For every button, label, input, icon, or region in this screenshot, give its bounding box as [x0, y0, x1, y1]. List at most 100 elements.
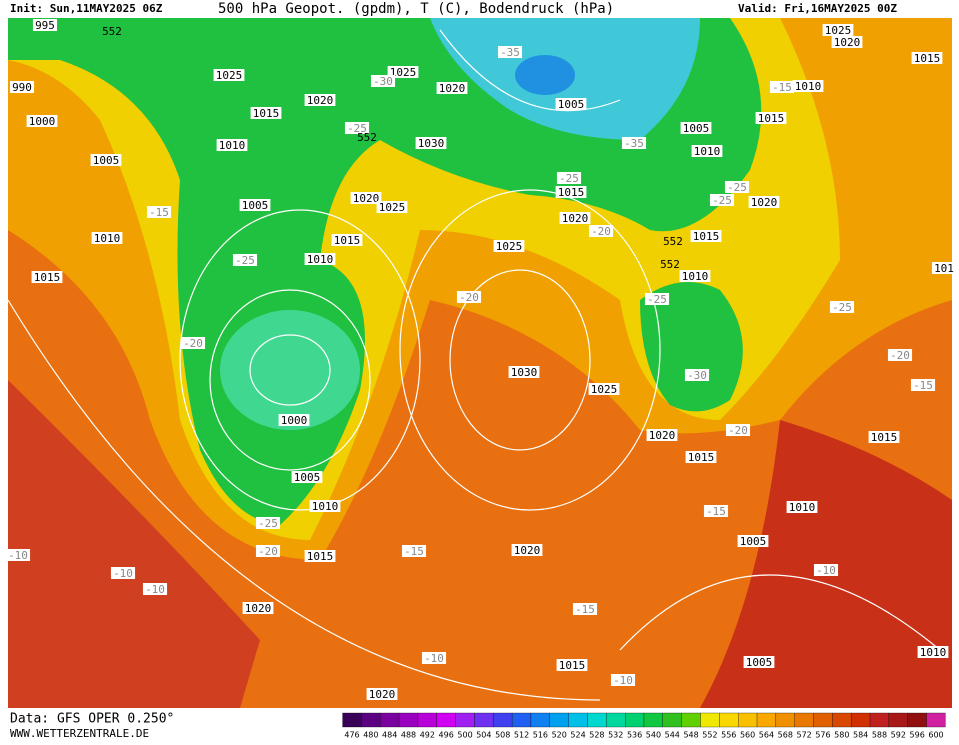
temperature-label-box	[910, 379, 936, 391]
temperature-label: -25	[258, 517, 278, 530]
temperature-label: -25	[712, 194, 732, 207]
site-credit: WWW.WETTERZENTRALE.DE	[10, 727, 149, 740]
temperature-label: -15	[706, 505, 726, 518]
pressure-label-box	[691, 145, 723, 157]
pressure-label: 1005	[740, 535, 767, 548]
colorbar-tick-label: 568	[778, 731, 793, 740]
pressure-label-box	[366, 688, 398, 700]
pressure-label-box	[646, 429, 678, 441]
pressure-label: 1020	[514, 544, 541, 557]
pressure-label-box	[556, 659, 588, 671]
colorbar-tick-label: 524	[570, 731, 585, 740]
temperature-label-box	[142, 583, 168, 595]
colorbar-swatch	[455, 712, 475, 728]
temperature-label-box	[255, 517, 281, 529]
geopotential-label: 552	[660, 258, 680, 271]
pressure-label: 1005	[558, 98, 585, 111]
colorbar-tick-label: 488	[401, 731, 416, 740]
colorbar-tick-label: 544	[665, 731, 680, 740]
colorbar-swatch	[568, 712, 588, 728]
colorbar-swatch	[587, 712, 607, 728]
temperature-label-box	[725, 424, 751, 436]
colorbar-swatch	[775, 712, 795, 728]
colorbar-swatch	[851, 712, 871, 728]
pressure-label: 1005	[294, 471, 321, 484]
temperature-label-box	[370, 75, 396, 87]
colorbar-tick-label: 500	[457, 731, 472, 740]
colorbar-tick-label: 564	[759, 731, 774, 740]
pressure-label-box	[588, 383, 620, 395]
colorbar-swatch	[380, 712, 400, 728]
pressure-label-box	[304, 94, 336, 106]
colorbar-swatch	[662, 712, 682, 728]
pressure-label-box	[376, 201, 408, 213]
pressure-label: 1000	[29, 115, 56, 128]
pressure-label-box	[743, 656, 775, 668]
colorbar-tick-label: 536	[627, 731, 642, 740]
pressure-label: 1015	[693, 230, 720, 243]
field-green	[8, 18, 762, 525]
temperature-label: -10	[113, 567, 133, 580]
temperature-label: -10	[145, 583, 165, 596]
temperature-label-box	[769, 81, 795, 93]
field-low-core	[220, 310, 360, 430]
valid-label: Valid: Fri,16MAY2025 00Z	[738, 2, 897, 15]
colorbar-tick-label: 572	[796, 731, 811, 740]
pressure-label: 1010	[307, 253, 334, 266]
pressure-label-box	[291, 471, 323, 483]
colorbar-swatch	[869, 712, 890, 728]
pressure-label-box	[511, 544, 543, 556]
colorbar-tick-label: 476	[344, 731, 359, 740]
pressure-label-box	[26, 115, 58, 127]
colorbar-tick-label: 552	[702, 731, 717, 740]
pressure-label-box	[555, 186, 587, 198]
colorbar-swatch	[832, 712, 852, 728]
pressure-label-box	[685, 451, 717, 463]
temperature-label-box	[232, 254, 258, 266]
pressure-label: 1020	[369, 688, 396, 701]
pressure-label-box	[737, 535, 769, 547]
pressure-label: 1020	[439, 82, 466, 95]
pressure-label-box	[748, 196, 780, 208]
colorbar-tick-label: 484	[382, 731, 397, 740]
temperature-label: -15	[913, 379, 933, 392]
pressure-label-box	[9, 81, 35, 93]
temperature-label: -10	[8, 549, 28, 562]
pressure-label: 1015	[871, 431, 898, 444]
pressure-label-box	[822, 24, 854, 36]
pressure-label: 1015	[253, 107, 280, 120]
temperature-label: -30	[373, 75, 393, 88]
temperature-label: -25	[832, 301, 852, 314]
colorbar-swatch	[738, 712, 758, 728]
pressure-label-box	[239, 199, 271, 211]
pressure-label: 1005	[746, 656, 773, 669]
temperature-label: -25	[727, 181, 747, 194]
temperature-label: -10	[424, 652, 444, 665]
colorbar-swatch	[907, 712, 927, 728]
colorbar-tick-label: 492	[420, 731, 435, 740]
temperature-label-box	[644, 293, 670, 305]
colorbar-tick-label: 576	[815, 731, 830, 740]
pressure-label: 1020	[562, 212, 589, 225]
temperature-label-box	[829, 301, 855, 313]
geopotential-label: 552	[357, 131, 377, 144]
temperature-label-box	[887, 349, 913, 361]
colorbar-swatch	[474, 712, 494, 728]
pressure-label: 1010	[219, 139, 246, 152]
pressure-label: 1015	[914, 52, 941, 65]
temperature-label-box	[401, 545, 427, 557]
pressure-label: 1025	[390, 66, 417, 79]
colorbar-swatch	[719, 712, 739, 728]
temperature-label-box	[703, 505, 729, 517]
colorbar-tick-label: 560	[740, 731, 755, 740]
temperature-label: -15	[149, 206, 169, 219]
pressure-label-box	[436, 82, 468, 94]
colorbar-swatch	[888, 712, 908, 728]
colorbar-tick-label: 540	[646, 731, 661, 740]
colorbar-swatch	[436, 712, 456, 728]
pressure-label: 1005	[93, 154, 120, 167]
pressure-label-box	[250, 107, 282, 119]
temperature-label-box	[709, 194, 735, 206]
pressure-label: 1025	[496, 240, 523, 253]
colorbar-tick-label: 548	[683, 731, 698, 740]
